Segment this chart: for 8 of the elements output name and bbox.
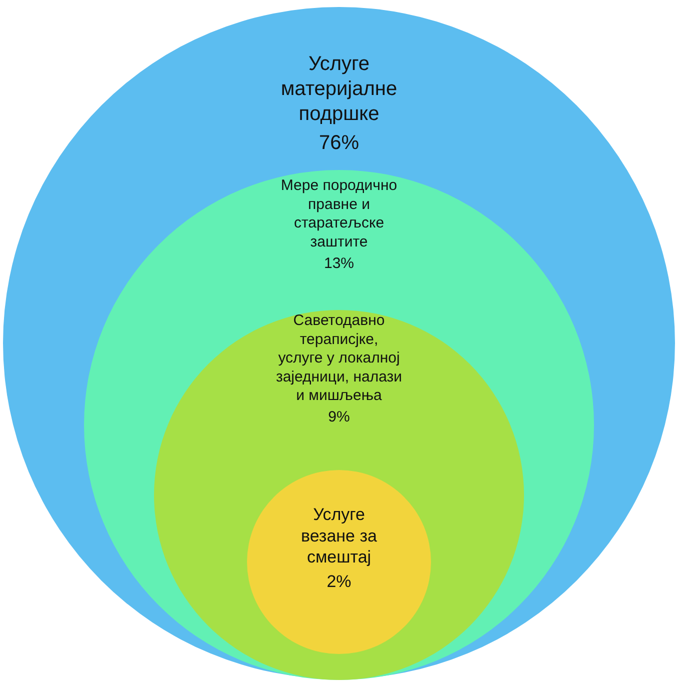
category-label: Мере породично правне и старатељске заштите <box>280 177 398 250</box>
data-label: 9% <box>328 408 350 426</box>
category-label: Услуге везане за смештај <box>301 505 378 566</box>
data-label: 2% <box>326 572 352 591</box>
category-label: Услуге материјалне подршке <box>280 53 398 125</box>
data-label: 76% <box>318 132 360 154</box>
category-label: Саветодавно тераписјке, услуге у локалној заједници, налази и мишљења <box>276 312 402 404</box>
data-label: 13% <box>324 254 354 272</box>
